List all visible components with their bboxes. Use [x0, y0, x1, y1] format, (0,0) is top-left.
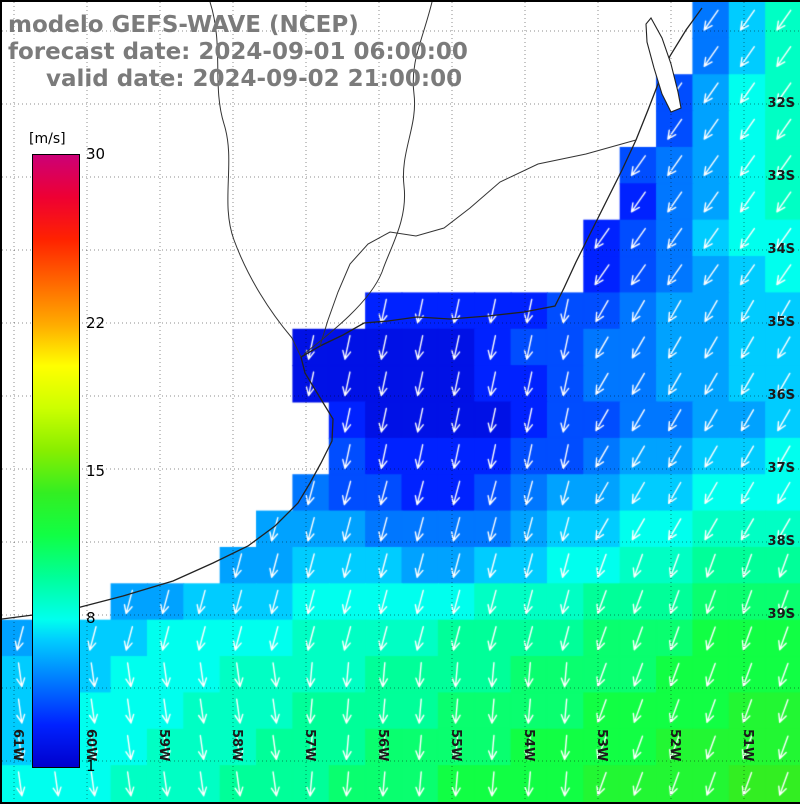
lon-label-53W: 53W: [594, 729, 609, 762]
colorbar-tick-label: 8: [86, 609, 96, 628]
lon-label-56W: 56W: [375, 729, 390, 762]
lat-label-38S: 38S: [767, 534, 795, 549]
lon-label-52W: 52W: [667, 729, 682, 762]
lat-label-33S: 33S: [767, 169, 795, 184]
colorbar-gradient: [32, 154, 80, 768]
lat-label-36S: 36S: [767, 388, 795, 403]
lon-label-57W: 57W: [302, 729, 317, 762]
colorbar-unit-label: [m/s]: [29, 131, 66, 147]
lat-label-32S: 32S: [767, 96, 795, 111]
border-line: [319, 139, 637, 347]
lon-label-58W: 58W: [229, 729, 244, 762]
lat-label-39S: 39S: [767, 607, 795, 622]
model-title: modelo GEFS-WAVE (NCEP): [8, 12, 359, 38]
river-uruguay: [303, 2, 433, 355]
lon-label-59W: 59W: [156, 729, 171, 762]
lat-label-35S: 35S: [767, 315, 795, 330]
coastline-path: [2, 7, 703, 620]
plot-title-block: modelo GEFS-WAVE (NCEP) forecast date: 2…: [8, 12, 468, 93]
lagoon-outline: [645, 17, 682, 113]
colorbar-tick-label: 30: [86, 145, 106, 163]
lon-label-55W: 55W: [448, 729, 463, 762]
colorbar-tick-label: 1: [86, 757, 96, 775]
colorbar-tick-label: 15: [86, 461, 106, 480]
valid-date-line: valid date: 2024-09-02 21:00:00: [46, 66, 463, 92]
lon-label-61W: 61W: [10, 729, 25, 762]
lat-label-37S: 37S: [767, 461, 795, 476]
lon-label-54W: 54W: [521, 729, 536, 762]
river-parana: [209, 2, 302, 358]
lon-label-51W: 51W: [740, 729, 755, 762]
lat-label-34S: 34S: [767, 242, 795, 257]
forecast-date-line: forecast date: 2024-09-01 06:00:00: [8, 39, 468, 65]
colorbar-tick-label: 22: [86, 313, 106, 332]
